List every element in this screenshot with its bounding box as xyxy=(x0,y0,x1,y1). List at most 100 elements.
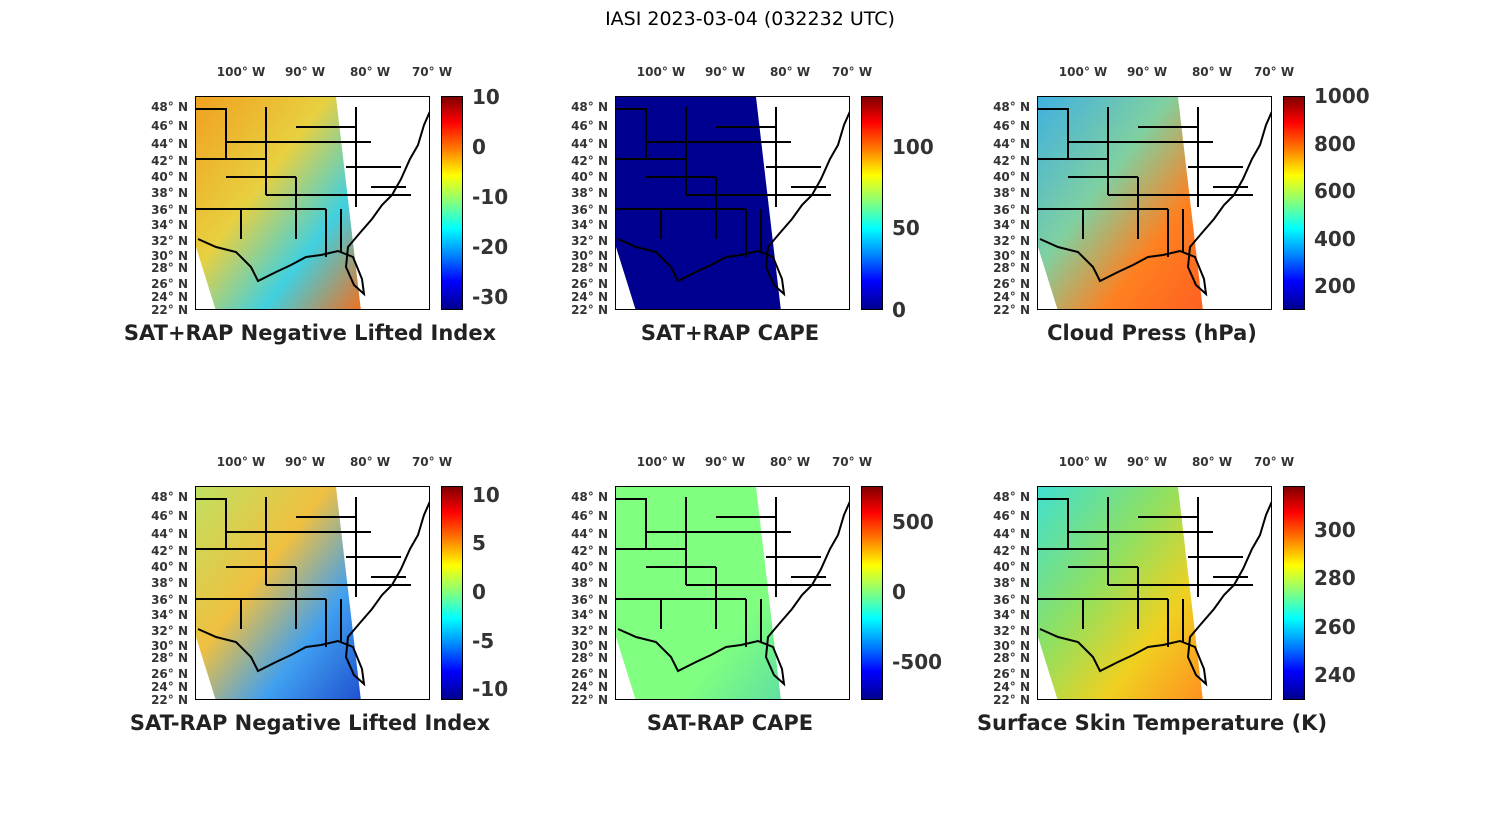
lon-tick-label: 70° W xyxy=(1253,455,1295,469)
lon-tick-label: 100° W xyxy=(216,65,266,79)
lon-tick-label: 80° W xyxy=(349,65,391,79)
lat-tick-label: 36° N xyxy=(571,203,608,217)
map-axes xyxy=(195,96,430,310)
colorbar-tick-label: 0 xyxy=(892,580,906,605)
lon-tick-label: 70° W xyxy=(831,455,873,469)
lon-tick-label: 90° W xyxy=(1126,65,1168,79)
state-borders xyxy=(1038,107,1253,257)
lat-tick-label: 34° N xyxy=(151,608,188,622)
colorbar-tick-label: -500 xyxy=(892,650,943,675)
lat-tick-label: 44° N xyxy=(993,527,1030,541)
lon-tick-label: 70° W xyxy=(411,65,453,79)
lat-tick-label: 38° N xyxy=(993,576,1030,590)
lon-tick-label: 80° W xyxy=(769,65,811,79)
lat-tick-label: 42° N xyxy=(571,544,608,558)
lat-tick-label: 40° N xyxy=(571,170,608,184)
satellite-swath xyxy=(616,487,781,699)
lat-tick-label: 46° N xyxy=(151,509,188,523)
lat-tick-label: 48° N xyxy=(571,490,608,504)
satellite-swath xyxy=(196,97,361,309)
map-axes xyxy=(615,486,850,700)
state-borders xyxy=(616,497,831,647)
state-borders xyxy=(616,107,831,257)
coastline xyxy=(1039,501,1271,687)
lat-tick-label: 42° N xyxy=(151,154,188,168)
colorbar xyxy=(441,96,463,310)
panel-title: Cloud Press (hPa) xyxy=(1047,321,1257,345)
lat-tick-label: 48° N xyxy=(151,100,188,114)
lat-tick-label: 34° N xyxy=(993,218,1030,232)
lon-tick-label: 80° W xyxy=(769,455,811,469)
colorbar-tick-label: 1000 xyxy=(1314,84,1370,108)
colorbar-tick-label: 10 xyxy=(472,482,500,507)
lat-tick-label: 34° N xyxy=(993,608,1030,622)
colorbar-tick-label: 5 xyxy=(472,531,486,556)
lat-tick-label: 42° N xyxy=(571,154,608,168)
lat-tick-label: 44° N xyxy=(571,137,608,151)
lon-tick-label: 100° W xyxy=(1058,65,1108,79)
lat-tick-label: 30° N xyxy=(151,249,188,263)
panel-title: SAT-RAP CAPE xyxy=(646,711,814,735)
lat-tick-label: 24° N xyxy=(151,290,188,304)
colorbar-tick-label: 0 xyxy=(892,298,906,322)
colorbar-tick-label: 200 xyxy=(1314,274,1356,299)
lat-tick-label: 42° N xyxy=(993,544,1030,558)
lat-tick-label: 36° N xyxy=(151,593,188,607)
lat-tick-label: 28° N xyxy=(993,651,1030,665)
lat-tick-label: 46° N xyxy=(571,119,608,133)
lat-tick-label: 48° N xyxy=(993,100,1030,114)
state-borders xyxy=(196,107,411,257)
map-plot xyxy=(196,487,429,699)
colorbar-tick-label: 260 xyxy=(1314,614,1356,639)
panel-title: SAT+RAP Negative Lifted Index xyxy=(123,321,497,345)
lat-tick-label: 30° N xyxy=(993,249,1030,263)
colorbar-tick-label: 800 xyxy=(1314,131,1356,156)
colorbar-tick-label: 280 xyxy=(1314,566,1356,591)
lon-tick-label: 100° W xyxy=(216,455,266,469)
colorbar xyxy=(861,96,883,310)
colorbar-tick-label: -30 xyxy=(472,285,509,309)
lat-tick-label: 26° N xyxy=(571,277,608,291)
lat-tick-label: 40° N xyxy=(151,560,188,574)
lat-tick-label: 40° N xyxy=(571,560,608,574)
lat-tick-label: 26° N xyxy=(151,277,188,291)
lat-tick-label: 48° N xyxy=(151,490,188,504)
map-plot xyxy=(1038,97,1271,309)
satellite-swath xyxy=(1038,487,1203,699)
lon-tick-label: 90° W xyxy=(1126,455,1168,469)
lat-tick-label: 46° N xyxy=(571,509,608,523)
lat-tick-label: 44° N xyxy=(993,137,1030,151)
map-panel-5: 100° W 90° W 80° W 70° W 48° N 46° N 44° N 42° … xyxy=(560,455,980,746)
map-axes xyxy=(615,96,850,310)
colorbar-tick-label: -5 xyxy=(472,628,495,653)
state-borders xyxy=(1038,497,1253,647)
colorbar-tick-label: 50 xyxy=(892,216,920,241)
lat-tick-label: 38° N xyxy=(993,186,1030,200)
lat-tick-label: 42° N xyxy=(993,154,1030,168)
coastline xyxy=(617,501,849,687)
lat-tick-label: 34° N xyxy=(151,218,188,232)
satellite-swath xyxy=(616,97,781,309)
figure-title: IASI 2023-03-04 (032232 UTC) xyxy=(605,8,895,30)
colorbar-tick-label: -20 xyxy=(472,235,509,259)
lat-tick-label: 30° N xyxy=(571,639,608,653)
lat-tick-label: 24° N xyxy=(993,290,1030,304)
lat-tick-label: 22° N xyxy=(151,693,188,707)
lat-tick-label: 34° N xyxy=(571,608,608,622)
lon-tick-label: 80° W xyxy=(1191,455,1233,469)
colorbar-tick-label: 0 xyxy=(472,135,486,159)
satellite-swath xyxy=(196,487,361,699)
lat-tick-label: 48° N xyxy=(993,490,1030,504)
lat-tick-label: 44° N xyxy=(151,137,188,151)
map-panel-3: 100° W 90° W 80° W 70° W 48° N 46° N 44° N 42° … xyxy=(982,65,1402,356)
lat-tick-label: 26° N xyxy=(993,277,1030,291)
lat-tick-label: 30° N xyxy=(571,249,608,263)
lat-tick-label: 32° N xyxy=(571,624,608,638)
lat-tick-label: 28° N xyxy=(571,261,608,275)
map-plot xyxy=(1038,487,1271,699)
lon-tick-label: 90° W xyxy=(284,65,326,79)
lon-tick-label: 100° W xyxy=(636,65,686,79)
colorbar-tick-label: 0 xyxy=(472,580,486,605)
colorbar-tick-label: 300 xyxy=(1314,517,1356,542)
